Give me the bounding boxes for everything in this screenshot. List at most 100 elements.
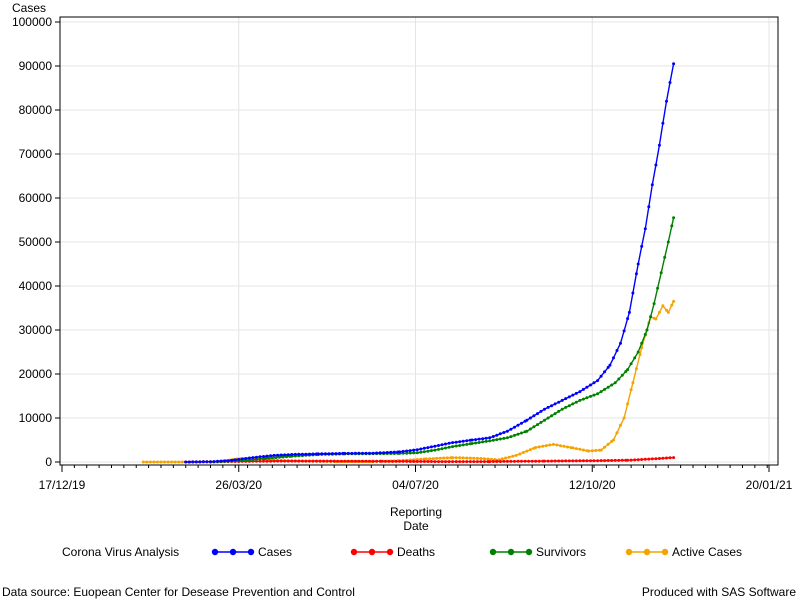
- data-point-active-cases: [472, 456, 476, 460]
- y-tick-label: 20000: [19, 367, 53, 381]
- data-point-cases: [205, 460, 209, 464]
- legend: Corona Virus Analysis Cases Deaths Survivo…: [62, 545, 742, 559]
- data-point-survivors: [408, 451, 412, 455]
- data-point-active-cases: [594, 449, 598, 452]
- data-point-cases: [297, 452, 301, 456]
- data-point-deaths: [353, 459, 357, 463]
- data-point-cases: [622, 329, 626, 333]
- data-point-active-cases: [599, 448, 603, 452]
- data-point-survivors: [656, 286, 660, 290]
- data-point-cases: [477, 437, 481, 441]
- data-point-cases: [631, 291, 635, 295]
- data-point-deaths: [509, 459, 513, 463]
- data-point-cases: [290, 453, 294, 456]
- data-point-active-cases: [581, 448, 585, 452]
- x-tick-label: 20/01/21: [746, 478, 793, 492]
- data-point-deaths: [408, 460, 412, 463]
- data-point-deaths: [543, 459, 546, 463]
- x-tick-label: 26/03/20: [215, 478, 262, 492]
- data-point-active-cases: [521, 451, 525, 454]
- data-source-note: Data source: Euopean Center for Desease …: [2, 585, 355, 599]
- data-point-deaths: [465, 460, 469, 464]
- data-point-deaths: [502, 459, 506, 463]
- data-point-deaths: [498, 460, 502, 463]
- data-point-active-cases: [490, 457, 493, 461]
- data-point-active-cases: [475, 456, 479, 460]
- data-point-cases: [419, 447, 423, 451]
- data-point-survivors: [258, 457, 262, 461]
- data-point-survivors: [652, 302, 656, 306]
- x-axis-title-line2: Date: [403, 519, 429, 533]
- data-point-survivors: [254, 457, 258, 461]
- data-point-active-cases: [145, 460, 149, 464]
- data-point-deaths: [422, 460, 426, 463]
- data-point-cases: [401, 449, 405, 453]
- data-point-survivors: [564, 405, 568, 409]
- y-axis: 0 10000 20000 30000 40000 50000 60000 70000 8000…: [12, 15, 60, 469]
- data-point-cases: [304, 452, 308, 456]
- data-point-survivors: [617, 377, 621, 381]
- data-point-cases: [429, 445, 433, 449]
- data-point-active-cases: [486, 457, 490, 461]
- data-point-cases: [539, 409, 543, 413]
- data-point-deaths: [283, 459, 287, 463]
- data-point-survivors: [672, 216, 676, 220]
- data-point-deaths: [357, 459, 361, 463]
- data-point-cases: [491, 435, 495, 438]
- legend-swatch-marker: [643, 548, 651, 556]
- data-point-cases: [293, 452, 297, 456]
- data-point-cases: [546, 405, 550, 409]
- data-point-survivors: [525, 429, 529, 433]
- data-point-deaths: [447, 460, 451, 464]
- data-point-active-cases: [514, 453, 518, 457]
- y-tick-label: 80000: [19, 103, 53, 117]
- data-point-survivors: [458, 444, 462, 447]
- data-point-cases: [283, 453, 287, 457]
- data-point-cases: [465, 439, 469, 443]
- data-point-active-cases: [629, 388, 633, 392]
- data-point-survivors: [422, 450, 426, 454]
- data-point-deaths: [433, 460, 437, 464]
- data-point-cases: [223, 459, 227, 463]
- data-point-cases: [560, 398, 564, 402]
- data-point-deaths: [286, 459, 290, 463]
- data-point-survivors: [281, 455, 285, 459]
- software-credit: Produced with SAS Software: [642, 585, 796, 599]
- data-point-cases: [412, 448, 416, 452]
- x-tick-label: 04/07/20: [392, 478, 439, 492]
- data-point-cases: [571, 393, 575, 397]
- data-point-cases: [247, 456, 251, 460]
- data-point-deaths: [488, 460, 492, 464]
- data-point-deaths: [368, 459, 371, 463]
- data-point-survivors: [454, 444, 458, 448]
- data-point-deaths: [419, 460, 423, 463]
- data-point-active-cases: [574, 447, 578, 451]
- data-point-deaths: [300, 459, 304, 463]
- data-point-deaths: [516, 459, 520, 463]
- data-point-cases: [198, 460, 202, 464]
- data-point-deaths: [629, 458, 633, 462]
- data-point-active-cases: [173, 460, 177, 464]
- data-point-active-cases: [177, 460, 181, 464]
- data-point-survivors: [553, 412, 557, 416]
- data-point-active-cases: [558, 444, 562, 448]
- data-point-cases: [415, 448, 419, 452]
- data-point-deaths: [269, 459, 273, 463]
- data-point-cases: [338, 452, 341, 455]
- y-tick-label: 50000: [19, 235, 53, 249]
- data-point-cases: [408, 449, 412, 453]
- data-point-cases: [405, 449, 409, 453]
- data-point-deaths: [343, 459, 347, 463]
- y-axis-title: Cases: [12, 1, 46, 15]
- data-point-deaths: [513, 459, 516, 463]
- data-point-cases: [574, 391, 578, 395]
- data-point-active-cases: [458, 456, 462, 460]
- data-point-cases: [254, 455, 258, 459]
- y-tick-label: 90000: [19, 59, 53, 73]
- data-point-deaths: [617, 458, 621, 462]
- data-point-deaths: [603, 459, 607, 463]
- data-point-deaths: [475, 460, 479, 464]
- data-point-active-cases: [454, 456, 458, 460]
- data-point-deaths: [258, 459, 262, 463]
- data-point-cases: [636, 262, 640, 266]
